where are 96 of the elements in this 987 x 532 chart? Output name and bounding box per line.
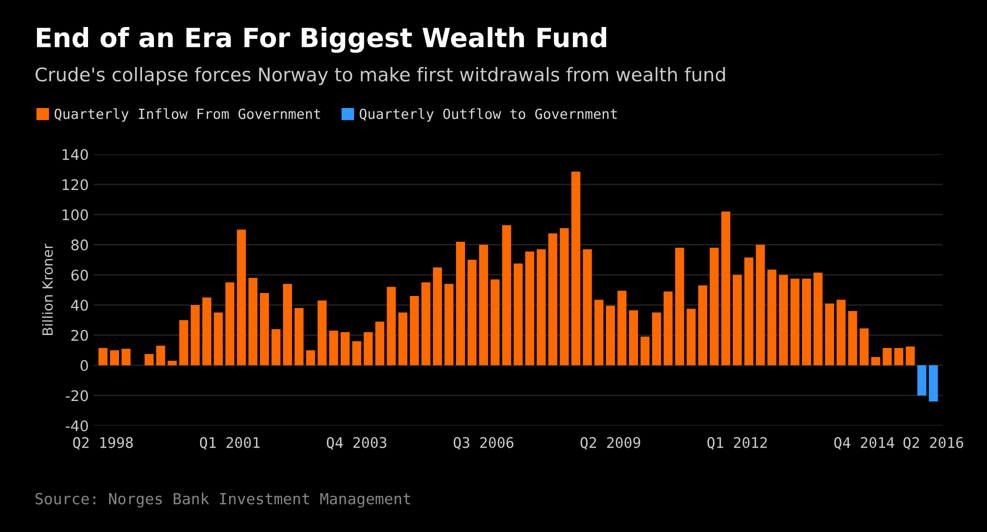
bar: [882, 348, 892, 366]
bar: [236, 230, 246, 366]
y-tick-label: 40: [71, 300, 88, 311]
bar: [122, 348, 131, 366]
bar: [410, 296, 419, 366]
y-tick-label: 80: [71, 239, 88, 250]
bar: [894, 348, 904, 366]
bar: [721, 212, 730, 366]
bar: [479, 244, 488, 366]
bar: [790, 278, 800, 366]
bar: [675, 248, 684, 366]
bar: [468, 260, 477, 366]
bar: [375, 322, 384, 366]
bar: [168, 360, 177, 366]
bar: [98, 348, 108, 366]
chart-title: End of an Era For Biggest Wealth Fund: [36, 27, 606, 53]
bar: [825, 304, 834, 366]
bar: [710, 248, 719, 366]
bar: [548, 233, 558, 366]
bar: [744, 258, 754, 366]
legend-label: Quarterly Outflow to Government: [360, 108, 617, 122]
bar: [421, 282, 430, 366]
bar: [364, 332, 373, 366]
bar: [917, 365, 926, 396]
bar: [640, 336, 650, 366]
bar: [156, 346, 166, 366]
bar: [514, 264, 523, 366]
bar: [594, 300, 604, 366]
x-tick-label: Q4 2003: [326, 437, 386, 450]
bar: [202, 297, 212, 366]
bar: [271, 329, 280, 366]
y-tick-label: 120: [62, 179, 88, 190]
x-tick-label: Q1 2012: [707, 437, 767, 450]
bar: [732, 274, 742, 366]
bar: [340, 332, 350, 366]
source-note: Source: Norges Bank Investment Management: [36, 492, 410, 508]
bar: [698, 285, 708, 366]
bar: [110, 350, 120, 366]
x-tick-label: Q3 2006: [454, 437, 514, 450]
bar: [848, 311, 858, 366]
y-tick-label: 140: [62, 148, 88, 160]
bar: [329, 330, 338, 366]
bar: [352, 341, 362, 366]
bar: [179, 320, 188, 366]
x-tick-label: Q2 2009: [580, 437, 640, 450]
bar: [767, 270, 776, 366]
bar: [814, 272, 823, 366]
y-tick-label: 0: [80, 360, 88, 372]
bar: [306, 350, 316, 366]
bar: [560, 228, 569, 366]
x-tick-label: Q1 2001: [200, 437, 260, 450]
bar: [318, 300, 327, 366]
bar: [432, 267, 442, 366]
chart-subtitle: Crude's collapse forces Norway to make first witdrawals from wealth fund: [36, 67, 725, 86]
bar: [871, 357, 880, 366]
bar: [144, 354, 154, 366]
bar: [836, 300, 846, 366]
bar: [686, 308, 696, 366]
y-axis-title: Billion Kroner: [42, 244, 53, 335]
x-tick-label: Q2 2016: [903, 437, 964, 450]
bar: [525, 252, 534, 366]
bar: [398, 312, 408, 366]
bar: [283, 284, 292, 366]
bar: [444, 284, 454, 366]
bar: [606, 306, 615, 366]
bar: [502, 225, 512, 366]
y-tick-label: -40: [66, 420, 88, 432]
bar: [190, 305, 200, 366]
bar: [860, 328, 869, 366]
bar: [248, 278, 258, 366]
y-tick-label: 20: [71, 330, 88, 341]
bar: [778, 274, 788, 366]
bar: [617, 290, 626, 366]
bar: [906, 346, 915, 366]
bar: [629, 310, 638, 366]
bar: [386, 286, 396, 366]
x-tick-label: Q2 1998: [73, 437, 133, 450]
legend-label: Quarterly Inflow From Government: [54, 108, 320, 122]
bar: [225, 282, 234, 366]
bar: [260, 292, 269, 366]
y-tick-label: 60: [71, 270, 88, 281]
x-tick-label: Q4 2014: [834, 437, 894, 450]
bar: [928, 365, 938, 402]
bar: [756, 244, 765, 366]
bar: [456, 242, 466, 366]
bar: [802, 278, 811, 366]
bar: [294, 308, 304, 366]
bar: [571, 172, 580, 366]
bar: [664, 291, 673, 366]
bar: [536, 249, 546, 366]
bar: [582, 249, 592, 366]
y-tick-label: -20: [66, 390, 88, 402]
bar: [490, 279, 500, 366]
bar: [652, 312, 662, 366]
y-tick-label: 100: [62, 209, 88, 220]
bar: [214, 312, 223, 366]
